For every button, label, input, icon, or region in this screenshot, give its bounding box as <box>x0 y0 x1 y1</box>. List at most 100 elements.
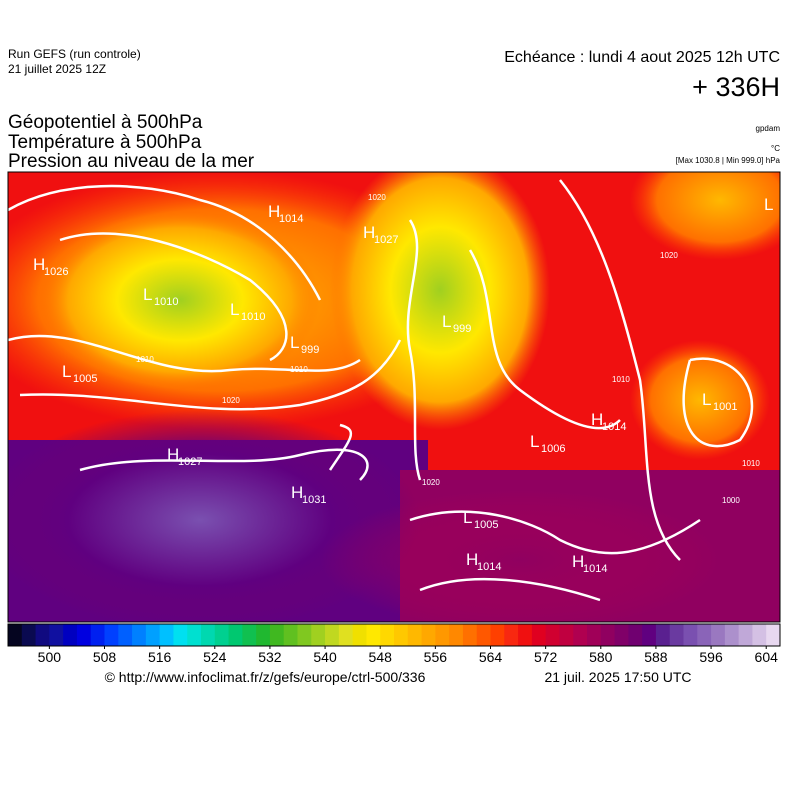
system-value: 1014 <box>477 561 501 573</box>
colorbar-cell <box>711 624 726 646</box>
colorbar-cell <box>614 624 629 646</box>
isobar-label: 1000 <box>722 496 740 505</box>
system-value: 1014 <box>602 421 626 433</box>
colorbar-tick-label: 516 <box>148 649 172 665</box>
colorbar-cell <box>297 624 312 646</box>
system-letter: L <box>442 312 451 331</box>
colorbar-cell <box>118 624 133 646</box>
colorbar-cell <box>132 624 147 646</box>
map-frame <box>7 171 781 623</box>
field-title: Pression au niveau de la mer <box>8 151 255 172</box>
colorbar-cell <box>449 624 464 646</box>
colorbar-tick-label: 564 <box>479 649 503 665</box>
isobar-label: 1020 <box>222 396 240 405</box>
colorbar-cell <box>269 624 285 646</box>
colorbar-cell <box>531 624 547 646</box>
field-title: Géopotentiel à 500hPa <box>8 112 203 133</box>
isobar-label: 1020 <box>422 478 440 487</box>
colorbar-frame <box>7 623 781 647</box>
colorbar-tick-label: 524 <box>203 649 227 665</box>
colorbar-cell <box>228 624 243 646</box>
colorbar-tick-label: 556 <box>424 649 448 665</box>
system-value: 1031 <box>302 494 326 506</box>
system-value: 1027 <box>178 456 202 468</box>
colorbar-cell <box>63 624 78 646</box>
colorbar-cell <box>311 624 326 646</box>
colorbar-cell <box>476 624 491 646</box>
colorbar-tick-label: 588 <box>644 649 668 665</box>
colorbar-cell <box>49 624 64 646</box>
colorbar-cell <box>187 624 202 646</box>
system-value: 1026 <box>44 266 68 278</box>
colorbar-cell <box>366 624 381 646</box>
system-value: 1006 <box>541 443 565 455</box>
system-letter: H <box>572 552 584 571</box>
system-letter: L <box>530 432 539 451</box>
field-title: Température à 500hPa <box>8 132 202 153</box>
colorbar-tick-label: 540 <box>313 649 337 665</box>
system-letter: L <box>290 333 299 352</box>
colorbar-cell <box>669 624 684 646</box>
colorbar-cell <box>462 624 478 646</box>
system-letter: H <box>167 445 179 464</box>
colorbar-cell <box>752 624 767 646</box>
colorbar-cell <box>256 624 271 646</box>
colorbar-cell <box>490 624 505 646</box>
system-value: 1014 <box>583 563 607 575</box>
colorbar-cell <box>600 624 616 646</box>
colorbar-cell <box>724 624 740 646</box>
colorbar-cell <box>738 624 753 646</box>
colorbar-cell <box>21 624 37 646</box>
colorbar-cell <box>145 624 161 646</box>
colorbar-cell <box>394 624 409 646</box>
system-letter: H <box>591 410 603 429</box>
colorbar-tick-label: 572 <box>534 649 558 665</box>
system-letter: L <box>764 195 773 214</box>
colorbar-tick-label: 596 <box>699 649 723 665</box>
system-letter: L <box>463 508 472 527</box>
isobar-label: 1010 <box>290 365 308 374</box>
system-value: 999 <box>453 323 471 335</box>
colorbar-cell <box>173 624 188 646</box>
colorbar-cell <box>8 624 23 646</box>
system-value: 1001 <box>713 401 737 413</box>
colorbar-cell <box>421 624 436 646</box>
colorbar-cell <box>35 624 50 646</box>
colorbar-cell <box>104 624 119 646</box>
colorbar-cell <box>642 624 657 646</box>
colorbar-cell <box>504 624 519 646</box>
echeance: Echéance : lundi 4 aout 2025 12h UTC <box>504 49 780 66</box>
colorbar-tick-label: 532 <box>258 649 282 665</box>
colorbar-tick-label: 500 <box>38 649 62 665</box>
colorbar-cell <box>683 624 698 646</box>
isobar-label: 1020 <box>660 251 678 260</box>
system-value: 999 <box>301 344 319 356</box>
system-value: 1010 <box>154 296 178 308</box>
colorbar: 500 508 516 524 532 540 548 556 564 572 580 588 596 6… <box>7 623 781 665</box>
unit-label: gpdam <box>756 124 781 133</box>
map <box>8 172 780 622</box>
system-letter: L <box>230 300 239 319</box>
system-value: 1005 <box>474 519 498 531</box>
colorbar-cell <box>283 624 298 646</box>
run-date: 21 juillet 2025 12Z <box>8 62 106 76</box>
colorbar-cell <box>655 624 671 646</box>
colorbar-cell <box>352 624 367 646</box>
colorbar-tick-label: 604 <box>755 649 779 665</box>
colorbar-cell <box>435 624 450 646</box>
system-letter: L <box>62 362 71 381</box>
colorbar-cell <box>518 624 533 646</box>
colorbar-cell <box>90 624 105 646</box>
colorbar-cell <box>559 624 574 646</box>
colorbar-tick-label: 580 <box>589 649 613 665</box>
system-letter: H <box>291 483 303 502</box>
system-letter: H <box>268 202 280 221</box>
colorbar-cell <box>697 624 712 646</box>
colorbar-cell <box>587 624 602 646</box>
colorbar-cell <box>628 624 643 646</box>
colorbar-tick-label: 548 <box>369 649 393 665</box>
system-value: 1005 <box>73 373 97 385</box>
system-letter: L <box>143 285 152 304</box>
